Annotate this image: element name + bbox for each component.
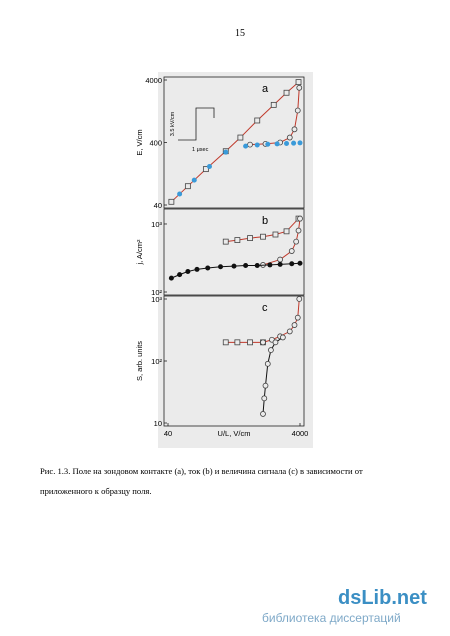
circle-marker — [247, 141, 253, 148]
circle-marker — [294, 314, 301, 321]
dot-marker — [223, 149, 229, 155]
watermark-logo: dsLib.net — [338, 587, 427, 609]
watermark-tagline: библиотека диссертаций — [262, 611, 401, 625]
dot-marker — [177, 272, 183, 278]
circle-marker — [264, 360, 271, 367]
square-marker — [234, 339, 241, 346]
dot-marker — [185, 269, 191, 275]
y-tick-label: 10² — [151, 357, 162, 366]
circle-marker — [268, 347, 274, 353]
dot-marker — [168, 275, 174, 281]
square-marker — [222, 339, 229, 346]
dot-marker — [265, 141, 271, 147]
circle-marker — [262, 382, 269, 389]
y-tick-label: 400 — [149, 139, 162, 148]
dot-marker — [243, 143, 249, 149]
circle-marker — [293, 238, 300, 245]
y-axis-label: S, arb. units — [135, 341, 144, 381]
dot-marker — [254, 142, 260, 148]
square-marker — [202, 166, 209, 173]
square-marker — [283, 228, 290, 235]
dot-marker — [284, 141, 290, 147]
pulse-waveform — [178, 107, 215, 141]
dot-marker — [291, 140, 297, 146]
y-tick-label: 10² — [151, 288, 162, 297]
x-axis-label: U/L, V/cm — [218, 429, 251, 438]
dot-marker — [206, 164, 212, 170]
square-marker — [168, 198, 175, 205]
y-tick-label: 4000 — [145, 76, 162, 85]
y-tick-label: 10³ — [151, 295, 162, 304]
square-marker — [295, 79, 302, 86]
circle-marker — [286, 134, 293, 141]
dot-marker — [274, 141, 280, 147]
dot-marker — [231, 263, 237, 269]
y-tick-label: 40 — [154, 201, 162, 210]
dot-marker — [297, 260, 303, 266]
dot-marker — [254, 263, 260, 269]
square-marker — [283, 89, 290, 96]
y-tick-label: 10³ — [151, 220, 162, 229]
dot-marker — [205, 265, 211, 271]
square-marker — [270, 101, 277, 108]
caption-line: приложенного к образцу поля. — [40, 486, 151, 496]
dot-marker — [243, 263, 249, 269]
caption-line: Рис. 1.3. Поле на зондовом контакте (a),… — [40, 466, 363, 476]
circle-marker — [295, 227, 302, 234]
circle-marker — [296, 84, 303, 91]
square-marker — [222, 238, 229, 245]
annotation: 3.5 kV/cm — [170, 111, 176, 136]
circle-marker — [279, 334, 286, 341]
circle-marker — [260, 339, 266, 346]
y-axis-label: j, A/cm² — [135, 239, 144, 266]
y-tick-label: 10 — [154, 419, 162, 428]
circle-marker — [277, 256, 284, 263]
dot-marker — [267, 262, 273, 268]
x-tick-label: 40 — [164, 429, 172, 438]
square-marker — [254, 117, 261, 124]
square-marker — [247, 339, 253, 346]
circle-marker — [291, 126, 298, 133]
circle-marker — [294, 107, 301, 114]
circle-marker — [296, 296, 303, 302]
dot-marker — [277, 261, 283, 267]
square-marker — [234, 237, 241, 243]
panel-label: a — [262, 83, 269, 95]
circle-marker — [297, 215, 303, 222]
circle-marker — [288, 248, 295, 254]
square-marker — [247, 235, 253, 241]
dot-marker — [218, 264, 224, 270]
square-marker — [260, 233, 266, 240]
dot-marker — [289, 261, 295, 267]
annotation: 1 μsec — [192, 147, 209, 153]
circle-marker — [272, 339, 279, 346]
panel-label: b — [262, 215, 268, 227]
x-tick-label: 4000 — [292, 429, 309, 438]
circle-marker — [261, 395, 268, 402]
square-marker — [237, 134, 244, 141]
figure-background — [158, 72, 313, 448]
y-axis-label: E, V/cm — [135, 129, 144, 155]
panel-label: c — [262, 302, 268, 314]
dot-marker — [191, 177, 197, 183]
dot-marker — [297, 140, 303, 146]
page-number: 15 — [235, 28, 245, 39]
circle-marker — [260, 411, 266, 417]
square-marker — [184, 183, 191, 190]
dot-marker — [177, 191, 183, 197]
plot-frame — [163, 208, 305, 296]
square-marker — [272, 231, 279, 238]
circle-marker — [291, 322, 298, 328]
circle-marker — [286, 328, 293, 335]
dot-marker — [194, 266, 200, 272]
